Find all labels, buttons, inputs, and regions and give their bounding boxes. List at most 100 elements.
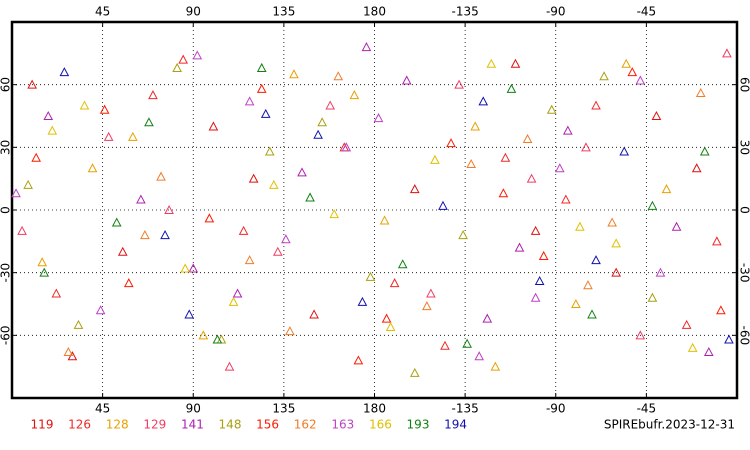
legend-label: 141 bbox=[181, 418, 204, 432]
observation-marker bbox=[583, 280, 593, 290]
legend-label: 126 bbox=[68, 418, 91, 432]
observation-marker bbox=[478, 96, 489, 106]
x-tick-label: -90 bbox=[546, 5, 566, 19]
observation-marker bbox=[627, 67, 638, 77]
observation-marker bbox=[385, 321, 396, 331]
observation-marker bbox=[117, 246, 128, 256]
observation-marker bbox=[500, 152, 511, 162]
observation-marker bbox=[361, 42, 372, 52]
observation-marker bbox=[635, 330, 646, 340]
observation-marker bbox=[611, 267, 622, 277]
legend-label: 163 bbox=[331, 418, 354, 432]
legend-label: 129 bbox=[143, 418, 166, 432]
observation-marker bbox=[17, 225, 27, 235]
observation-marker bbox=[188, 263, 199, 273]
y-tick-label: -30 bbox=[738, 263, 750, 283]
observation-marker bbox=[575, 221, 585, 231]
x-tick-label: 180 bbox=[363, 402, 386, 416]
y-tick-label: 0 bbox=[0, 206, 13, 214]
observation-marker bbox=[184, 309, 195, 319]
observation-marker bbox=[446, 138, 456, 148]
observation-marker bbox=[571, 298, 581, 308]
observation-marker bbox=[526, 173, 537, 183]
observation-marker bbox=[474, 351, 485, 361]
observation-marker bbox=[39, 267, 50, 277]
observation-marker bbox=[554, 163, 565, 173]
map-title: SPIREbufr.2023-12-31 bbox=[604, 418, 735, 432]
observation-marker bbox=[538, 250, 549, 260]
observation-marker bbox=[695, 87, 706, 98]
y-tick-label: 60 bbox=[738, 77, 750, 92]
observation-marker bbox=[238, 225, 249, 235]
legend-label: 119 bbox=[31, 418, 54, 432]
legend-label: 156 bbox=[256, 418, 279, 432]
observation-marker bbox=[722, 48, 732, 58]
observation-marker bbox=[160, 230, 170, 240]
x-tick-label: 135 bbox=[272, 5, 295, 19]
observation-marker bbox=[256, 83, 267, 93]
observation-marker bbox=[313, 129, 323, 139]
observation-marker bbox=[11, 188, 21, 198]
observation-marker bbox=[430, 154, 440, 164]
observation-marker bbox=[703, 346, 714, 357]
observation-marker bbox=[635, 75, 646, 85]
observation-marker bbox=[426, 288, 436, 298]
observation-marker bbox=[490, 361, 501, 371]
observation-marker bbox=[95, 305, 106, 315]
observation-marker bbox=[281, 234, 291, 244]
observation-marker bbox=[514, 242, 525, 252]
legend-label: 166 bbox=[369, 418, 392, 432]
observation-marker bbox=[530, 292, 541, 302]
observation-marker bbox=[272, 246, 283, 256]
observation-marker bbox=[297, 167, 307, 177]
observation-marker bbox=[136, 194, 146, 204]
observation-marker bbox=[232, 288, 243, 298]
observation-marker bbox=[587, 309, 597, 319]
observation-marker bbox=[127, 131, 138, 141]
observation-marker bbox=[389, 278, 400, 288]
observation-marker bbox=[31, 152, 42, 162]
observation-marker bbox=[373, 113, 384, 123]
observation-marker bbox=[365, 271, 376, 281]
y-tick-label: -30 bbox=[0, 263, 13, 283]
observation-marker bbox=[440, 340, 450, 350]
observation-marker bbox=[379, 215, 390, 225]
observation-marker bbox=[172, 62, 182, 72]
observation-marker bbox=[325, 100, 336, 110]
observation-marker bbox=[506, 83, 517, 93]
observation-marker bbox=[63, 346, 74, 357]
observation-marker bbox=[198, 330, 209, 340]
observation-marker bbox=[228, 296, 239, 306]
observation-marker bbox=[204, 213, 215, 223]
observation-marker bbox=[27, 79, 37, 89]
observation-marker bbox=[687, 342, 698, 352]
observation-marker bbox=[37, 257, 48, 267]
observation-marker bbox=[43, 110, 54, 120]
observation-marker bbox=[661, 184, 672, 194]
x-tick-label: -135 bbox=[452, 402, 479, 416]
observation-marker bbox=[655, 267, 666, 277]
observation-marker bbox=[148, 90, 158, 100]
x-tick-label: -135 bbox=[452, 5, 479, 19]
observation-marker bbox=[607, 217, 617, 227]
observation-marker bbox=[289, 69, 299, 79]
observation-marker bbox=[621, 58, 632, 68]
observation-marker bbox=[264, 146, 275, 156]
observation-marker bbox=[212, 334, 223, 344]
observation-marker bbox=[647, 200, 658, 210]
observation-marker bbox=[47, 125, 58, 135]
legend-label: 193 bbox=[407, 418, 430, 432]
observation-marker bbox=[486, 58, 497, 68]
observation-marker bbox=[144, 117, 154, 127]
observation-marker bbox=[647, 292, 658, 302]
observation-marker bbox=[73, 319, 84, 329]
observation-marker bbox=[248, 173, 259, 183]
observation-marker bbox=[111, 217, 122, 227]
observation-marker bbox=[353, 355, 364, 365]
observation-marker bbox=[560, 194, 571, 204]
y-tick-label: 30 bbox=[738, 140, 750, 155]
observation-marker bbox=[180, 263, 191, 273]
observation-marker bbox=[208, 121, 219, 131]
observation-marker bbox=[381, 313, 392, 323]
